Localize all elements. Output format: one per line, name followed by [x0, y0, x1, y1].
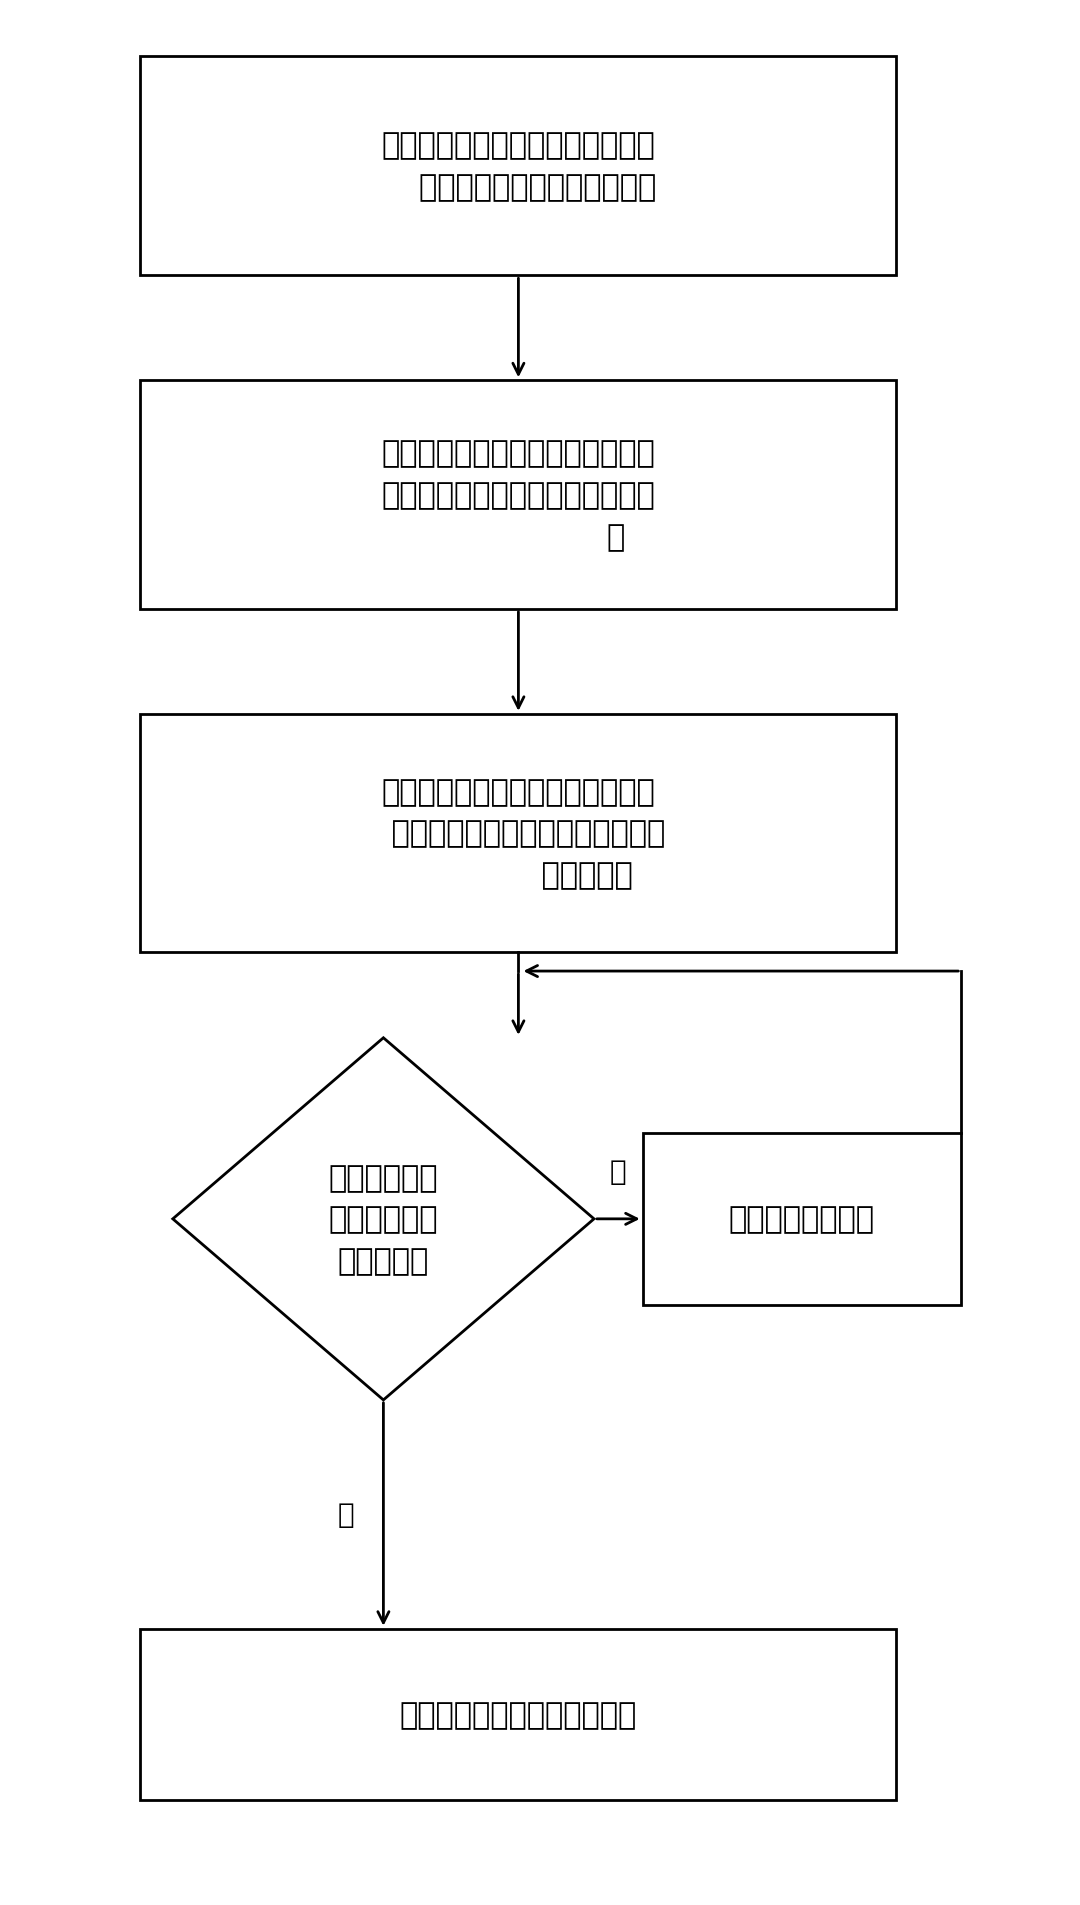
- Text: 判断摄像头与
二维码矩阵中
心是否对正: 判断摄像头与 二维码矩阵中 心是否对正: [328, 1164, 438, 1274]
- Bar: [140, 381, 896, 610]
- Text: 否: 否: [610, 1156, 626, 1185]
- Bar: [643, 1133, 961, 1305]
- Text: 根据方位信息计算摄像头当前相对
于二维码矩阵中心的移动方向和路
                    径: 根据方位信息计算摄像头当前相对 于二维码矩阵中心的移动方向和路 径: [381, 440, 656, 551]
- Text: 是: 是: [337, 1501, 354, 1528]
- Text: 摄像头扫描到货架上任意一个二维
    码的任意位置，获得方位信息: 摄像头扫描到货架上任意一个二维 码的任意位置，获得方位信息: [380, 131, 657, 202]
- Text: 机器人根据移动方向和路径开始移
  动，直至摄像头扫描到二维码矩阵
              中心后停止: 机器人根据移动方向和路径开始移 动，直至摄像头扫描到二维码矩阵 中心后停止: [372, 777, 665, 890]
- Bar: [140, 714, 896, 952]
- Polygon shape: [173, 1038, 594, 1400]
- Text: 机器人托盘此时已与货架对准: 机器人托盘此时已与货架对准: [400, 1699, 637, 1730]
- Text: 机器人做自转运动: 机器人做自转运动: [729, 1204, 875, 1234]
- Bar: [140, 57, 896, 276]
- Bar: [140, 1629, 896, 1800]
